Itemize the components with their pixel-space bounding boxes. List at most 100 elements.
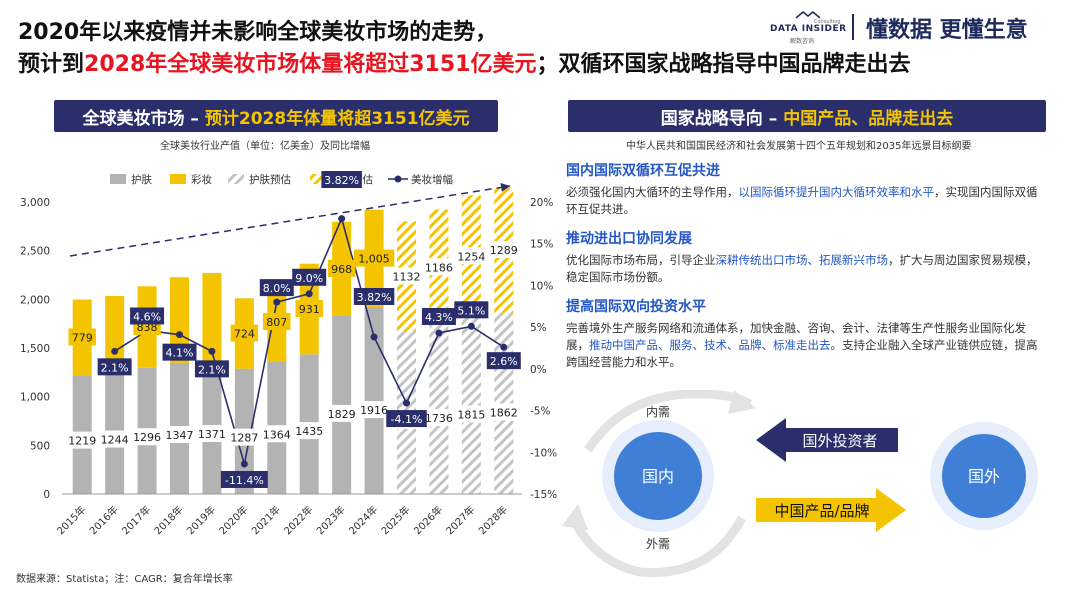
growth-point [435, 329, 443, 337]
y-left-tick-label: 500 [30, 440, 50, 452]
investor-arrow-label: 国外投资者 [802, 432, 877, 450]
makeup-value-label-box [327, 259, 356, 277]
x-tick-label: 2028年 [476, 503, 510, 537]
makeup-bar [170, 277, 189, 363]
x-tick-label: 2027年 [443, 503, 477, 537]
logo-divider [852, 14, 854, 40]
investor-arrow [756, 418, 898, 462]
growth-value-label: 4.1% [166, 347, 194, 360]
logo-mark-icon [795, 10, 821, 19]
left-banner-highlight: 预计2028年体量将超3151亿美元 [204, 108, 470, 129]
growth-value-label: 3.82% [324, 174, 359, 187]
data-source: 数据来源：Statista；注：CAGR：复合年增长率 [16, 574, 233, 585]
makeup-value-label: 968 [331, 263, 352, 276]
legend-label: 护肤 [131, 173, 152, 186]
y-left-tick-label: 3,000 [20, 197, 50, 209]
makeup-value-label-box [454, 247, 489, 265]
skincare-value-label: 1371 [198, 428, 226, 441]
foreign-circle [942, 434, 1026, 518]
policy-text: 完善境外生产服务网络和流通体系，加快金融、咨询、会计、法律等生产性服务业国际化发… [566, 321, 1026, 352]
skincare-value-label: 1244 [101, 434, 129, 447]
legend-swatch [228, 174, 244, 184]
trend-arrow-line [69, 182, 511, 257]
makeup-value-label: 1,005 [358, 253, 390, 266]
headline-highlight: 2028年全球美妆市场体量将超过3151亿美元 [84, 52, 537, 77]
headline-line1: 2020年以来疫情并未影响全球美妆市场的走势， [18, 20, 498, 45]
y-axis-left: 0 500 1,000 1,500 2,000 2,500 3,000 [20, 197, 50, 501]
y-right-tick-label: 20% [530, 197, 553, 209]
y-left-tick-label: 2,500 [20, 246, 50, 258]
brand-arrow [756, 488, 906, 532]
right-banner-highlight: 中国产品、品牌走出去 [783, 108, 954, 129]
skincare-value-label-box [65, 431, 100, 449]
growth-value-label: 5.1% [457, 304, 485, 317]
policy-body: 优化国际市场布局，引导企业深耕传统出口市场、拓展新兴市场，扩大与周边国家贸易规模… [566, 252, 1046, 286]
x-axis: 2015年 2016年 2017年 2018年 2019年 2020年 2021年 2022年… [54, 503, 510, 537]
policy-section: 推动进出口协同发展 优化国际市场布局，引导企业深耕传统出口市场、拓展新兴市场，扩大… [566, 228, 1046, 286]
skincare-value-label-box [486, 403, 521, 421]
makeup-value-label: 1254 [457, 250, 485, 263]
policy-text: 优化国际市场布局，引导企业 [566, 253, 716, 267]
growth-value-label-box [97, 358, 132, 376]
growth-value-label-box [454, 301, 489, 319]
right-banner: 国家战略导向 – 中国产品、品牌走出去 [568, 100, 1046, 132]
x-tick-label: 2017年 [119, 503, 153, 537]
growth-value-label-box [353, 287, 395, 305]
growth-value-label: 8.0% [263, 282, 291, 295]
y-left-tick-label: 1,500 [20, 343, 50, 355]
headline-prefix: 预计到 [18, 52, 85, 77]
skincare-value-label-box [259, 425, 294, 443]
growth-value-label: -11.4% [225, 474, 264, 487]
trend-arrow [69, 182, 511, 257]
cycle-arc-top-head [728, 390, 756, 414]
makeup-value-label-box [263, 312, 291, 330]
skincare-value-label: 1296 [133, 431, 161, 444]
growth-point [370, 333, 378, 341]
y-right-tick-label: 0% [530, 364, 547, 376]
outer-demand-label: 外需 [646, 537, 670, 551]
growth-value-label-box [220, 470, 268, 488]
growth-point [176, 331, 183, 339]
x-tick-label: 2024年 [346, 503, 380, 537]
y-right-tick-label: -10% [530, 447, 557, 459]
makeup-value-label-box [353, 249, 395, 267]
makeup-value-label: 1132 [393, 270, 421, 283]
logo-sub: Consulting [814, 19, 841, 25]
x-tick-label: 2019年 [184, 503, 218, 537]
y-left-tick-label: 0 [43, 489, 50, 501]
skincare-value-label-box [97, 430, 132, 448]
policy-subtitle: 中华人民共和国国民经济和社会发展第十四个五年规划和2035年远景目标纲要 [626, 141, 972, 152]
brand-arrow-label: 中国产品/品牌 [774, 502, 869, 520]
logo-cn: 解数咨询 [790, 38, 815, 45]
policy-title: 提高国际双向投资水平 [566, 299, 706, 315]
slogan: 懂数据 更懂生意 [866, 18, 1028, 43]
policy-text: 。支持企业融入全球产业链供应链，提高跨国经营能力和水平。 [566, 338, 1038, 369]
y-axis-right: -15% -10% -5% 0% 5% 10% 15% 20% [530, 197, 557, 501]
data-insider-logo: Consulting DATA INSIDER 解数咨询 [770, 10, 846, 46]
growth-value-label-box [321, 171, 362, 188]
makeup-bar [202, 272, 222, 361]
skincare-value-label-box [292, 422, 327, 440]
cycle-arc-bottom [569, 515, 746, 578]
headline-suffix: ；双循环国家战略指导中国品牌走出去 [536, 52, 911, 77]
growth-point [403, 399, 410, 407]
makeup-value-label-box [230, 324, 259, 342]
growth-value-label-box [162, 343, 197, 361]
x-tick-label: 2021年 [249, 503, 283, 537]
growth-value-label: 4.6% [133, 310, 161, 323]
domestic-label: 国内 [642, 467, 674, 486]
growth-point [111, 347, 119, 355]
growth-value-label: 2.1% [198, 363, 226, 376]
beauty-market-chart: 护肤彩妆护肤预估彩妆预估美妆增幅 05001,0001,5002,0002,50… [20, 171, 557, 537]
legend-label: 护肤预估 [249, 173, 291, 186]
growth-value-label: 9.0% [295, 272, 323, 285]
legend-swatch [170, 174, 186, 184]
growth-value-label: 2.1% [101, 361, 129, 374]
x-tick-label: 2026年 [411, 503, 445, 537]
inner-demand-label: 内需 [646, 405, 670, 419]
left-banner-main: 全球美妆市场 – [82, 108, 199, 129]
makeup-value-label: 807 [266, 316, 287, 329]
skincare-value-label: 1287 [230, 432, 258, 445]
growth-value-label: -4.1% [391, 413, 423, 426]
